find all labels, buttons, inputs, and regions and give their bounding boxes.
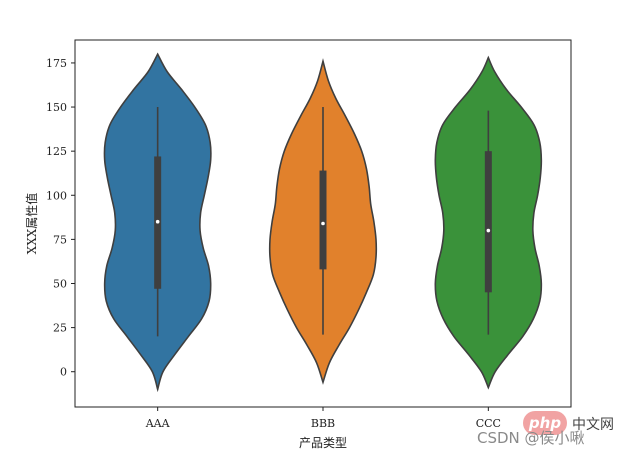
y-axis: 0 25 50 75 100 125 150 175 — [46, 57, 75, 379]
y-tick-label: 25 — [53, 322, 67, 335]
x-axis: AAA BBB CCC — [145, 407, 501, 430]
y-tick-label: 175 — [46, 57, 67, 70]
y-tick-label: 50 — [53, 277, 67, 290]
median-point-ccc — [486, 228, 491, 233]
php-watermark-text: 中文网 — [572, 417, 614, 433]
y-tick-label: 125 — [46, 145, 67, 158]
csdn-watermark: CSDN @侯小啾 — [477, 429, 585, 447]
violins-layer — [103, 52, 543, 393]
x-tick-label: BBB — [311, 417, 335, 430]
y-tick-label: 100 — [46, 189, 67, 202]
median-point-bbb — [321, 221, 325, 226]
y-tick-label: 0 — [60, 366, 67, 379]
y-tick-label: 75 — [53, 233, 67, 246]
y-axis-label: XXX属性值 — [24, 193, 39, 255]
y-tick-label: 150 — [46, 101, 67, 114]
iqr-box-ccc — [484, 151, 492, 293]
x-axis-label: 产品类型 — [299, 436, 347, 450]
iqr-box-bbb — [319, 170, 327, 270]
php-watermark-badge: php — [523, 411, 567, 435]
x-tick-label: CCC — [476, 417, 501, 430]
x-tick-label: AAA — [145, 417, 171, 430]
median-point-aaa — [155, 219, 160, 224]
